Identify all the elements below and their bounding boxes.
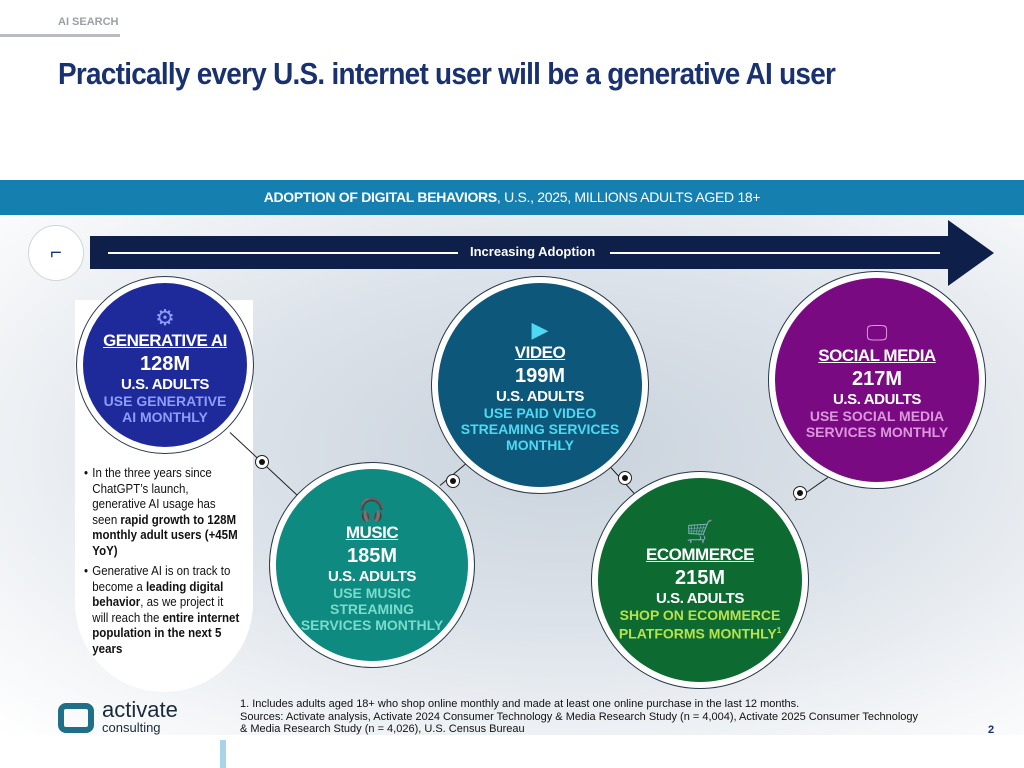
arrow-line-left <box>108 252 458 254</box>
metric-value: 215M <box>674 566 726 589</box>
footnotes: 1. Includes adults aged 18+ who shop onl… <box>240 698 920 736</box>
connector-dot <box>618 471 632 485</box>
bullet-text: In the three years since ChatGPT’s launc… <box>92 466 216 527</box>
shopping-cart-icon: 🛒 <box>686 518 714 544</box>
sources: Sources: Activate analysis, Activate 202… <box>240 710 919 736</box>
circle-fill: ▶ VIDEO 199M U.S. ADULTS USE PAID VIDEO … <box>438 283 642 487</box>
metric-name: ECOMMERCE <box>646 544 754 564</box>
circle-fill: 🛒 ECOMMERCE 215M U.S. ADULTS SHOP ON ECO… <box>598 478 802 682</box>
bullet-item: Generative AI is on track to become a le… <box>84 564 240 657</box>
arrow-label: Increasing Adoption <box>470 244 596 259</box>
ai-gear-icon: ⚙ <box>155 305 175 330</box>
metric-unit: U.S. ADULTS <box>832 391 922 408</box>
metric-description: USE MUSIC STREAMING SERVICES MONTHLY <box>295 585 449 633</box>
connector-dot <box>446 474 460 488</box>
increasing-adoption-arrow: Increasing Adoption <box>90 236 950 269</box>
metric-description-text: USE MUSIC STREAMING SERVICES MONTHLY <box>300 585 444 633</box>
arrowhead-icon <box>948 220 994 286</box>
metric-unit: U.S. ADULTS <box>327 568 417 585</box>
bullet-text: entire internet population in the next 5… <box>92 610 240 656</box>
metric-description-text: USE SOCIAL MEDIA SERVICES MONTHLY <box>805 408 949 440</box>
section-label: AI SEARCH <box>58 16 119 28</box>
headphones-icon: 🎧 <box>358 497 386 522</box>
bullet-item: In the three years since ChatGPT’s launc… <box>84 466 240 559</box>
circle-fill: 🖵 SOCIAL MEDIA 217M U.S. ADULTS USE SOCI… <box>775 278 979 482</box>
bullet-text: rapid growth to 128M monthly adult users… <box>92 512 238 558</box>
insight-bullets: In the three years since ChatGPT’s launc… <box>84 466 240 662</box>
metric-description-text: SHOP ON ECOMMERCE PLATFORMS MONTHLY <box>618 606 781 642</box>
bullet-text: leading digital behavior <box>92 579 224 610</box>
footnote-1: 1. Includes adults aged 18+ who shop onl… <box>240 698 800 710</box>
footnote-mark: 1 <box>776 625 782 635</box>
metric-description-text: USE PAID VIDEO STREAMING SERVICES MONTHL… <box>460 405 620 453</box>
metric-name: MUSIC <box>345 523 399 542</box>
decorative-bar <box>220 740 226 768</box>
metric-description-text: USE GENERATIVE AI MONTHLY <box>103 393 227 425</box>
metric-value: 128M <box>139 353 191 375</box>
page-number: 2 <box>988 724 995 736</box>
section-divider <box>0 34 120 37</box>
logo-sub: consulting <box>102 720 161 735</box>
metric-circle-generative-ai: ⚙ GENERATIVE AI 128M U.S. ADULTS USE GEN… <box>76 276 254 454</box>
metric-description: USE SOCIAL MEDIA SERVICES MONTHLY <box>795 408 958 440</box>
circle-fill: 🎧 MUSIC 185M U.S. ADULTS USE MUSIC STREA… <box>276 469 468 661</box>
chart-header-band: ADOPTION OF DIGITAL BEHAVIORS, U.S., 202… <box>0 180 1024 215</box>
social-screen-icon: 🖵 <box>866 320 888 345</box>
metric-value: 217M <box>851 368 903 390</box>
metric-unit: U.S. ADULTS <box>655 589 745 607</box>
logo-name: activate <box>102 697 178 722</box>
connector-dot <box>793 486 807 500</box>
arrow-line-right <box>610 252 940 254</box>
bullet-text: Generative AI is on track to become a <box>92 564 231 594</box>
metric-name: SOCIAL MEDIA <box>818 346 936 365</box>
metric-name: VIDEO <box>514 343 566 362</box>
band-rest: , U.S., 2025, MILLIONS ADULTS AGED 18+ <box>496 189 761 205</box>
circle-fill: ⚙ GENERATIVE AI 128M U.S. ADULTS USE GEN… <box>83 283 247 447</box>
metric-value: 199M <box>514 365 566 387</box>
metric-circle-video: ▶ VIDEO 199M U.S. ADULTS USE PAID VIDEO … <box>431 276 649 494</box>
activate-consumer-insight-seal: ⌐ <box>28 225 84 281</box>
page-title: Practically every U.S. internet user wil… <box>58 56 836 91</box>
metric-value: 185M <box>346 545 398 567</box>
video-play-icon: ▶ <box>531 317 549 342</box>
metric-unit: U.S. ADULTS <box>495 388 585 405</box>
metric-description: SHOP ON ECOMMERCE PLATFORMS MONTHLY1 <box>618 607 781 642</box>
bullet-text: , as we project it will reach the <box>92 595 224 625</box>
activate-consulting-logo: activate consulting <box>58 697 178 735</box>
connector-dot <box>255 455 269 469</box>
metric-circle-ecommerce: 🛒 ECOMMERCE 215M U.S. ADULTS SHOP ON ECO… <box>591 471 809 689</box>
metric-name: GENERATIVE AI <box>103 331 227 350</box>
metric-circle-music: 🎧 MUSIC 185M U.S. ADULTS USE MUSIC STREA… <box>269 462 475 668</box>
activate-logo-icon <box>58 702 94 733</box>
band-bold: ADOPTION OF DIGITAL BEHAVIORS <box>263 189 498 205</box>
metric-unit: U.S. ADULTS <box>120 376 210 393</box>
metric-description: USE GENERATIVE AI MONTHLY <box>99 393 230 425</box>
metric-description: USE PAID VIDEO STREAMING SERVICES MONTHL… <box>458 405 621 453</box>
metric-circle-social-media: 🖵 SOCIAL MEDIA 217M U.S. ADULTS USE SOCI… <box>768 271 986 489</box>
